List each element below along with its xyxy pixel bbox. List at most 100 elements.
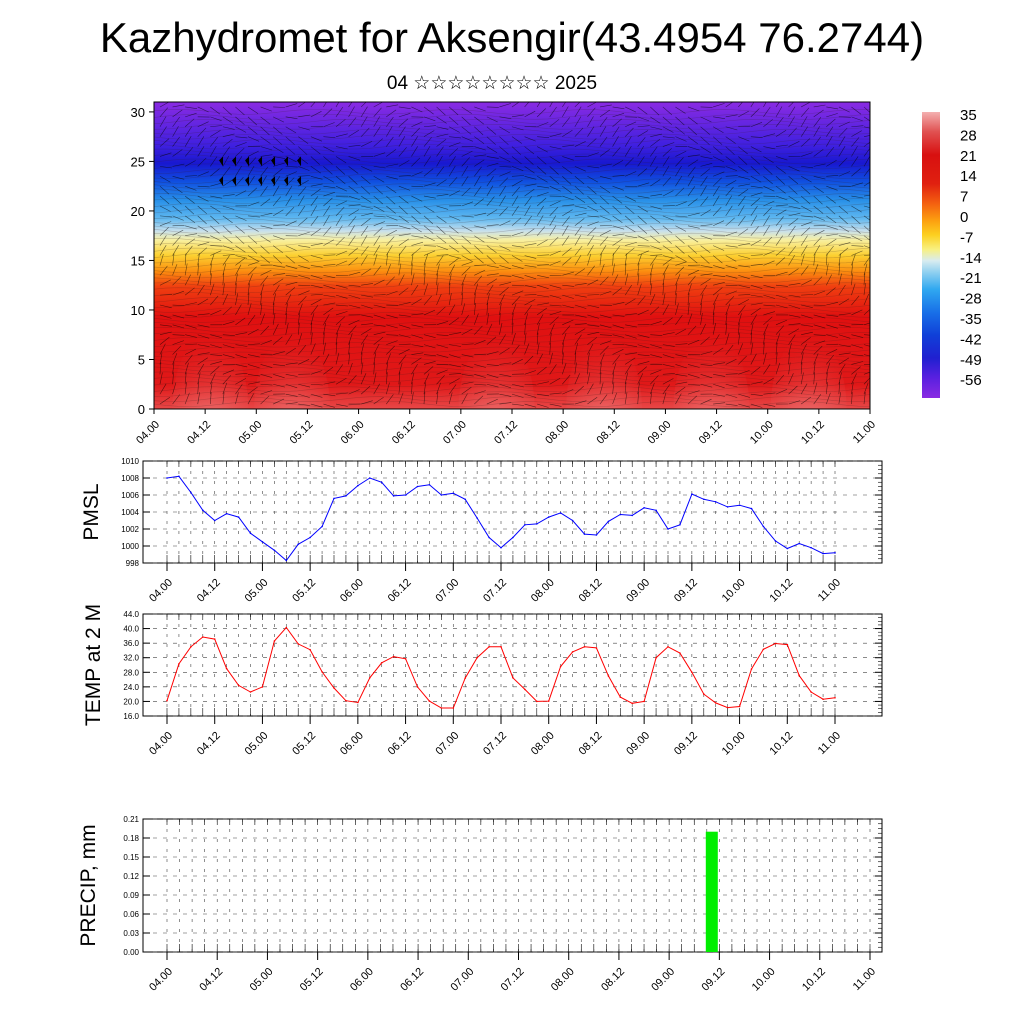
wind-barb bbox=[260, 154, 273, 157]
wind-barb bbox=[675, 215, 688, 218]
wind-barb bbox=[763, 106, 771, 118]
x-tick-label: 11.00 bbox=[851, 966, 878, 993]
pmsl-point bbox=[273, 549, 276, 552]
wind-barb bbox=[184, 392, 190, 405]
wind-barb bbox=[800, 176, 812, 183]
wind-barb bbox=[184, 238, 196, 246]
wind-barb bbox=[537, 381, 549, 385]
wind-barb bbox=[599, 340, 612, 345]
wind-barb bbox=[373, 107, 382, 118]
wind-barb bbox=[788, 127, 797, 137]
wind-barb bbox=[524, 305, 532, 316]
temp-point bbox=[297, 643, 300, 645]
wind-barb bbox=[260, 283, 265, 296]
wind-barb bbox=[361, 166, 373, 172]
wind-barb bbox=[235, 304, 242, 316]
wind-barb bbox=[574, 106, 582, 118]
wind-barb bbox=[813, 362, 816, 375]
wind-barb bbox=[172, 253, 175, 266]
wind-barb bbox=[235, 283, 237, 296]
wind-barb bbox=[386, 163, 399, 167]
wind-barb bbox=[310, 111, 322, 118]
wind-barb bbox=[650, 126, 663, 130]
wind-barb bbox=[335, 236, 345, 246]
wind-barb bbox=[625, 195, 637, 202]
wind-barb bbox=[247, 386, 258, 395]
wind-barb bbox=[398, 136, 406, 147]
temp-point bbox=[738, 705, 741, 708]
wind-barb bbox=[386, 263, 391, 276]
pmsl-point bbox=[834, 552, 836, 554]
wind-barb bbox=[750, 342, 754, 355]
wind-barb bbox=[738, 156, 748, 165]
wind-barb bbox=[298, 186, 307, 197]
wind-barb bbox=[222, 273, 225, 286]
wind-barb bbox=[511, 180, 523, 187]
wind-barb bbox=[185, 185, 197, 191]
wind-barb bbox=[323, 403, 335, 408]
wind-barb bbox=[436, 306, 446, 316]
pmsl-point bbox=[714, 501, 717, 503]
wind-barb bbox=[851, 195, 864, 199]
wind-barb bbox=[298, 383, 311, 388]
y-tick-label: 998 bbox=[126, 559, 140, 568]
y-tick-label: 30 bbox=[131, 105, 145, 120]
wind-barb bbox=[737, 332, 741, 345]
y-tick-label: 1002 bbox=[121, 525, 139, 534]
x-tick-label: 07.12 bbox=[481, 577, 509, 605]
x-tick-label: 11.00 bbox=[816, 730, 843, 757]
contour-line bbox=[154, 203, 870, 209]
wind-barb bbox=[562, 389, 574, 395]
wind-barb bbox=[247, 175, 255, 187]
wind-barb bbox=[737, 313, 742, 325]
wind-barb bbox=[851, 225, 861, 234]
wind-barb bbox=[222, 255, 230, 266]
wind-barb bbox=[713, 383, 725, 389]
wind-barb bbox=[625, 171, 637, 177]
wind-barb bbox=[826, 354, 834, 365]
wind-barb bbox=[486, 116, 498, 123]
wind-barb bbox=[587, 176, 599, 183]
colorbar-label: 7 bbox=[960, 189, 968, 206]
wind-barb bbox=[185, 175, 198, 177]
wind-barb bbox=[448, 293, 452, 306]
precip-frame bbox=[142, 818, 883, 953]
wind-barb bbox=[813, 136, 821, 147]
wind-barb bbox=[863, 235, 870, 241]
wind-barb bbox=[423, 334, 436, 338]
x-tick-label: 04.12 bbox=[195, 730, 223, 758]
contour-line bbox=[154, 287, 870, 294]
wind-barb bbox=[662, 364, 675, 368]
wind-flag bbox=[232, 176, 237, 187]
wind-barb bbox=[398, 225, 411, 230]
wind-barb bbox=[335, 215, 343, 226]
wind-barb bbox=[788, 304, 801, 309]
wind-barb bbox=[511, 295, 521, 306]
wind-barb bbox=[713, 282, 725, 286]
wind-barb bbox=[624, 263, 627, 276]
wind-barb bbox=[537, 403, 549, 408]
wind-barb bbox=[838, 106, 850, 113]
wind-barb bbox=[851, 366, 861, 375]
wind-barb bbox=[624, 127, 634, 137]
wind-barb bbox=[788, 185, 798, 195]
wind-barb bbox=[461, 165, 469, 177]
wind-barb bbox=[725, 245, 738, 248]
wind-barb bbox=[800, 253, 805, 266]
wind-barb bbox=[184, 287, 195, 296]
wind-barb bbox=[650, 254, 663, 256]
wind-barb bbox=[310, 243, 323, 246]
wind-barb bbox=[159, 107, 169, 118]
wind-barb bbox=[826, 106, 839, 110]
temp-point bbox=[464, 677, 467, 679]
wind-barb bbox=[624, 205, 635, 214]
wind-barb bbox=[587, 372, 591, 385]
wind-barb bbox=[273, 273, 286, 276]
x-tick-label: 09.00 bbox=[646, 419, 674, 447]
wind-barb bbox=[587, 138, 597, 147]
wind-barb bbox=[461, 381, 474, 385]
pmsl-point bbox=[679, 524, 681, 526]
wind-barb bbox=[398, 263, 402, 276]
wind-barb bbox=[851, 116, 863, 122]
wind-barb bbox=[310, 205, 318, 217]
